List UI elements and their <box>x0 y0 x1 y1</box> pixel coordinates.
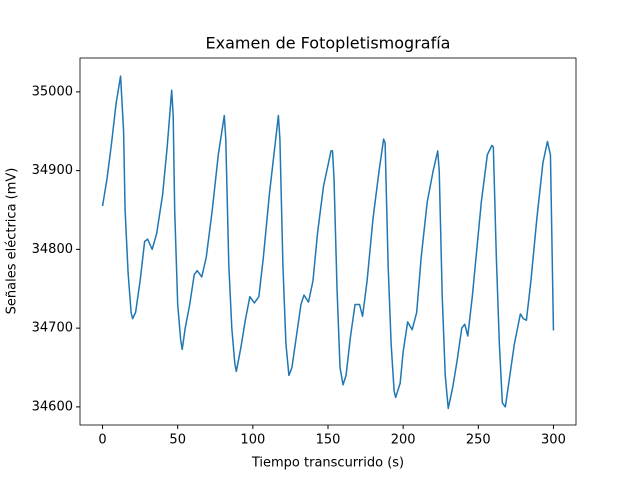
y-axis-label: Señales eléctrica (mV) <box>5 168 20 315</box>
x-tick-label: 200 <box>391 433 416 448</box>
x-tick-label: 50 <box>169 433 186 448</box>
x-tick-label: 0 <box>98 433 106 448</box>
y-tick-label: 35000 <box>32 84 73 99</box>
y-tick-label: 34700 <box>32 321 73 336</box>
y-tick-label: 34900 <box>32 163 73 178</box>
x-tick-label: 150 <box>316 433 341 448</box>
y-tick-label: 34600 <box>32 399 73 414</box>
axes-frame <box>79 57 577 426</box>
x-tick-label: 300 <box>541 433 566 448</box>
chart-title: Examen de Fotopletismografía <box>206 34 451 53</box>
x-axis-label: Tiempo transcurrido (s) <box>251 456 404 471</box>
x-tick-label: 250 <box>466 433 491 448</box>
x-tick-label: 100 <box>240 433 265 448</box>
y-tick-label: 34800 <box>32 242 73 257</box>
data-line <box>101 75 555 410</box>
